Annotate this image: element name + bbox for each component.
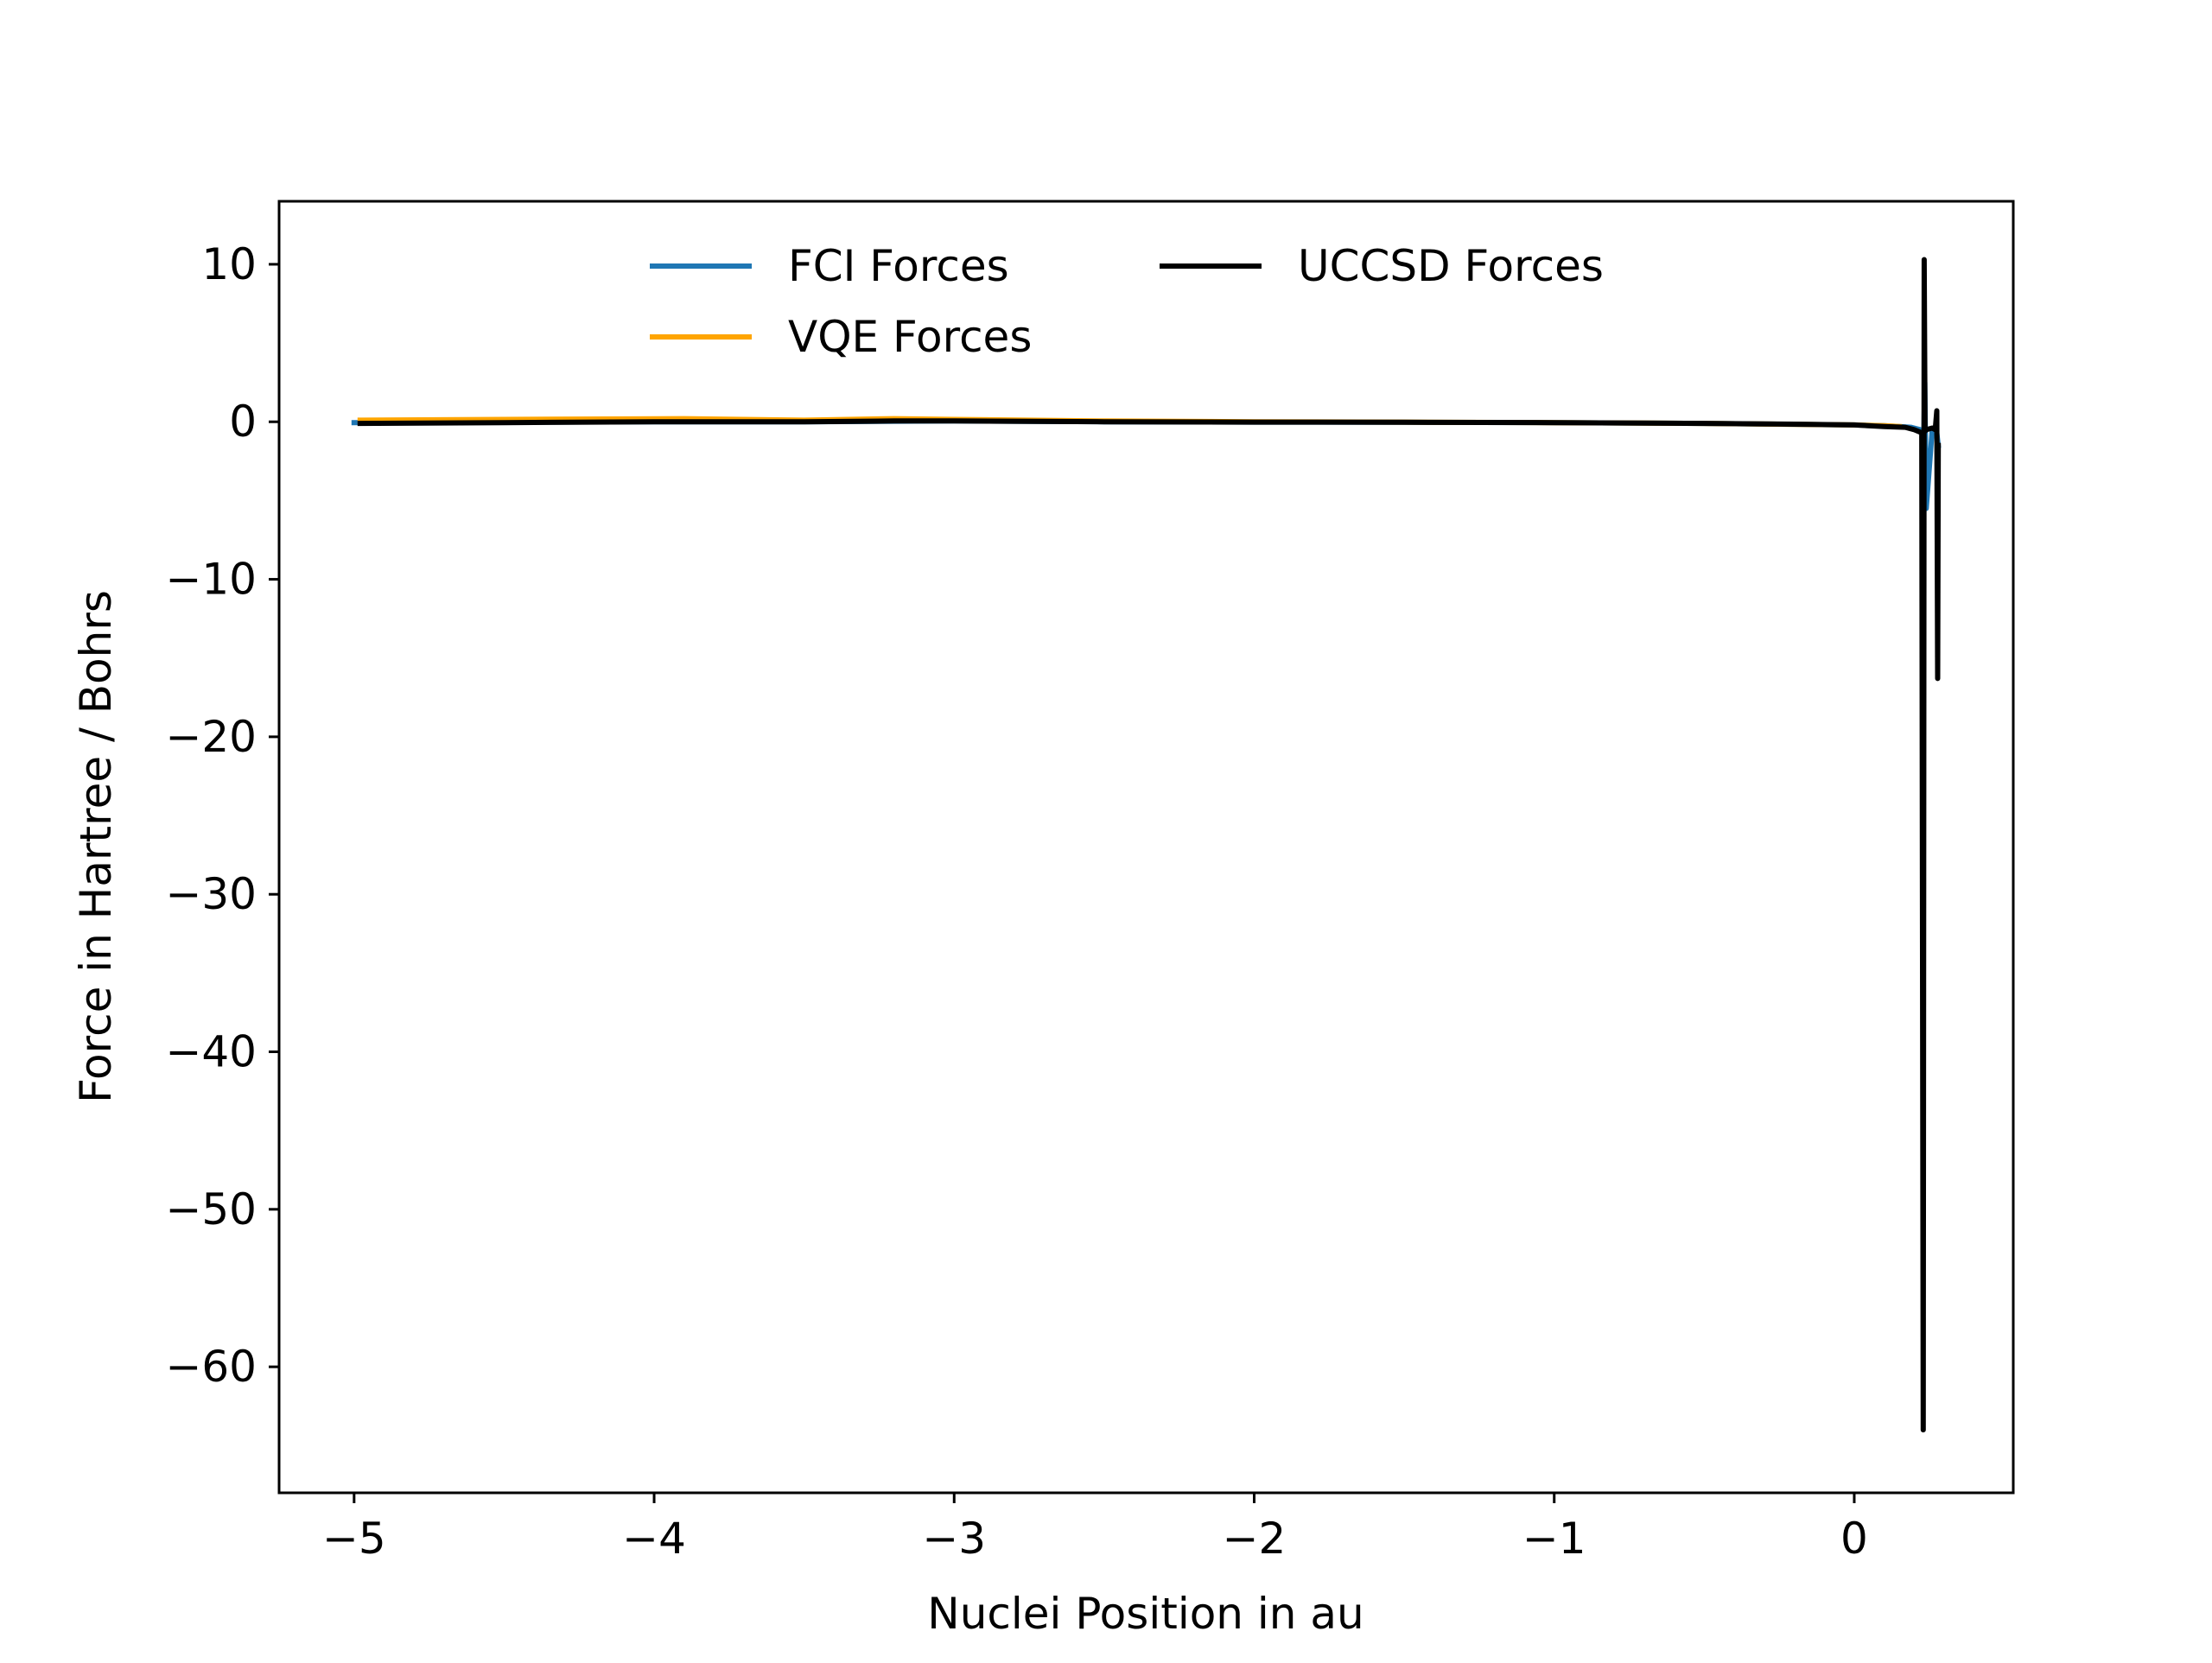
series-layer [351, 257, 1942, 1433]
legend-label-3: UCCSD Forces [1298, 241, 1604, 291]
x-tick-label: −3 [922, 1514, 986, 1564]
x-axis-ticks: −5 −4 −3 −2 −1 0 [322, 1493, 1868, 1564]
x-tick-label: −2 [1223, 1514, 1287, 1564]
series-line-3 [357, 257, 1942, 1433]
y-tick-label: −20 [165, 712, 257, 762]
legend-label-2: VQE Forces [788, 312, 1032, 362]
y-tick-label: 0 [229, 397, 257, 447]
y-tick-label: −10 [165, 555, 257, 605]
x-tick-label: −5 [322, 1514, 386, 1564]
legend-label-1: FCI Forces [788, 241, 1009, 291]
axes-frame [277, 200, 2015, 1495]
x-axis-label: Nuclei Position in au [927, 1589, 1363, 1639]
y-tick-label: −60 [165, 1342, 257, 1392]
legend: FCI Forces VQE Forces UCCSD Forces [650, 241, 1604, 362]
y-tick-label: −30 [165, 869, 257, 919]
y-tick-label: 10 [201, 239, 257, 289]
y-tick-label: −40 [165, 1027, 257, 1077]
x-tick-label: −1 [1522, 1514, 1586, 1564]
y-axis-ticks: 10 0 −10 −20 −30 −40 −50 −60 [165, 239, 279, 1392]
y-axis-label: Force in Hartree / Bohrs [71, 590, 121, 1103]
x-tick-label: −4 [622, 1514, 686, 1564]
x-tick-label: 0 [1840, 1514, 1868, 1564]
y-tick-label: −50 [165, 1184, 257, 1235]
